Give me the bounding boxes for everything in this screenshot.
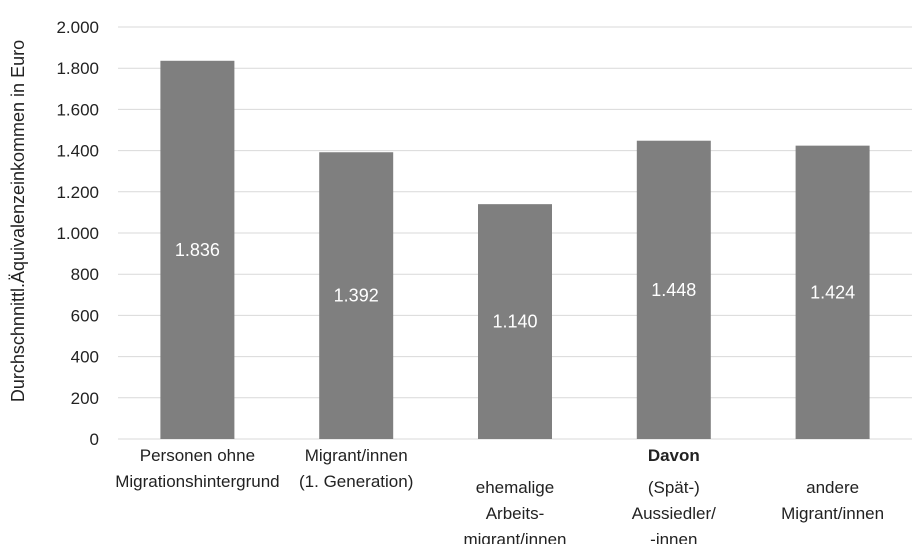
bar [795, 145, 870, 439]
y-axis-ticks: 0 200 400 600 800 1.000 1.200 1.400 1.600 1.800 2.… [56, 18, 99, 449]
category-label: -innen [650, 530, 697, 544]
y-tick-label: 1.600 [56, 100, 99, 119]
y-tick-label: 200 [71, 389, 99, 408]
category-label: Personen ohne [140, 446, 255, 465]
data-label: 1.424 [810, 282, 855, 302]
bars [160, 60, 870, 440]
data-label: 1.836 [175, 240, 220, 260]
bar [636, 140, 711, 439]
data-labels: 1.836 1.392 1.140 1.448 1.424 [175, 240, 855, 332]
bar [478, 204, 552, 439]
group-heading: Davon [648, 446, 700, 465]
data-label: 1.140 [492, 312, 537, 332]
y-tick-label: 1.400 [56, 142, 99, 161]
bar [160, 60, 235, 440]
y-tick-label: 400 [71, 348, 99, 367]
y-tick-label: 2.000 [56, 18, 99, 37]
category-label: ehemalige [476, 478, 554, 497]
category-label: Arbeits- [486, 504, 545, 523]
category-label: Migrationshintergrund [115, 472, 279, 491]
data-label: 1.448 [651, 280, 696, 300]
y-axis-label: Durchschnnittl.Äquivalenzeinkommen in Eu… [8, 40, 28, 402]
y-tick-label: 800 [71, 265, 99, 284]
category-label: andere [806, 478, 859, 497]
category-label: (Spät-) [648, 478, 700, 497]
bar [319, 152, 394, 440]
y-tick-label: 1.000 [56, 224, 99, 243]
category-label: (1. Generation) [299, 472, 413, 491]
category-label: Migrant/innen [781, 504, 884, 523]
y-tick-label: 1.200 [56, 183, 99, 202]
y-tick-label: 0 [90, 430, 99, 449]
y-tick-label: 1.800 [56, 59, 99, 78]
category-label: Migrant/innen [305, 446, 408, 465]
category-label: migrant/innen [463, 530, 566, 544]
y-tick-label: 600 [71, 306, 99, 325]
data-label: 1.392 [334, 286, 379, 306]
category-labels: Personen ohne Migrationshintergrund Migran… [115, 446, 884, 544]
category-label: Aussiedler/ [632, 504, 716, 523]
